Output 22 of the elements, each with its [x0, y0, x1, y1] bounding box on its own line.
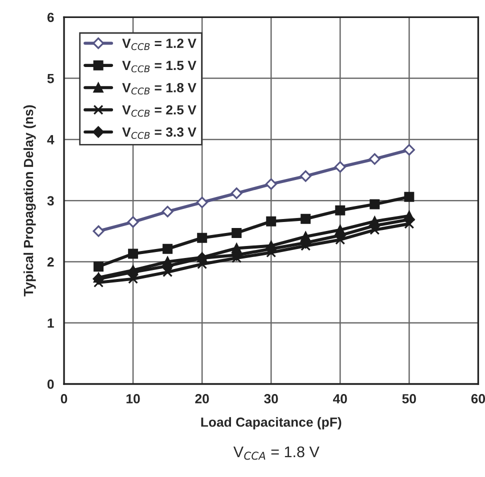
x-tick-label: 0: [60, 394, 68, 404]
y-tick-label: 1: [48, 318, 54, 328]
x-axis-title: Load Capacitance (pF): [201, 417, 342, 430]
y-tick-label: 6: [47, 12, 54, 22]
y-tick-label: 5: [47, 74, 54, 84]
y-tick-label: 3: [47, 196, 54, 206]
x-tick-label: 50: [402, 394, 416, 404]
legend-label: V$_{CCB}$ = 1.8 V: [122, 83, 196, 95]
legend-label: V$_{CCB}$ = 1.2 V: [122, 38, 196, 50]
legend-label: V$_{CCB}$ = 1.5 V: [122, 60, 196, 72]
x-tick-label: 20: [195, 394, 209, 404]
y-axis-title: Typical Propagation Delay (ns): [23, 105, 36, 296]
x-tick-label: 10: [126, 394, 140, 404]
legend-label: V$_{CCB}$ = 3.3 V: [122, 127, 196, 139]
y-tick-label: 4: [47, 135, 54, 144]
x-tick-label: 30: [264, 394, 278, 404]
y-tick-label: 2: [47, 257, 54, 266]
legend-label: V$_{CCB}$ = 2.5 V: [122, 105, 196, 117]
text: V$_{CCA}$ = 1.8 V: [233, 446, 320, 460]
x-tick-label: 60: [471, 394, 485, 404]
y-tick-label: 0: [47, 380, 54, 389]
x-tick-label: 40: [333, 394, 347, 404]
